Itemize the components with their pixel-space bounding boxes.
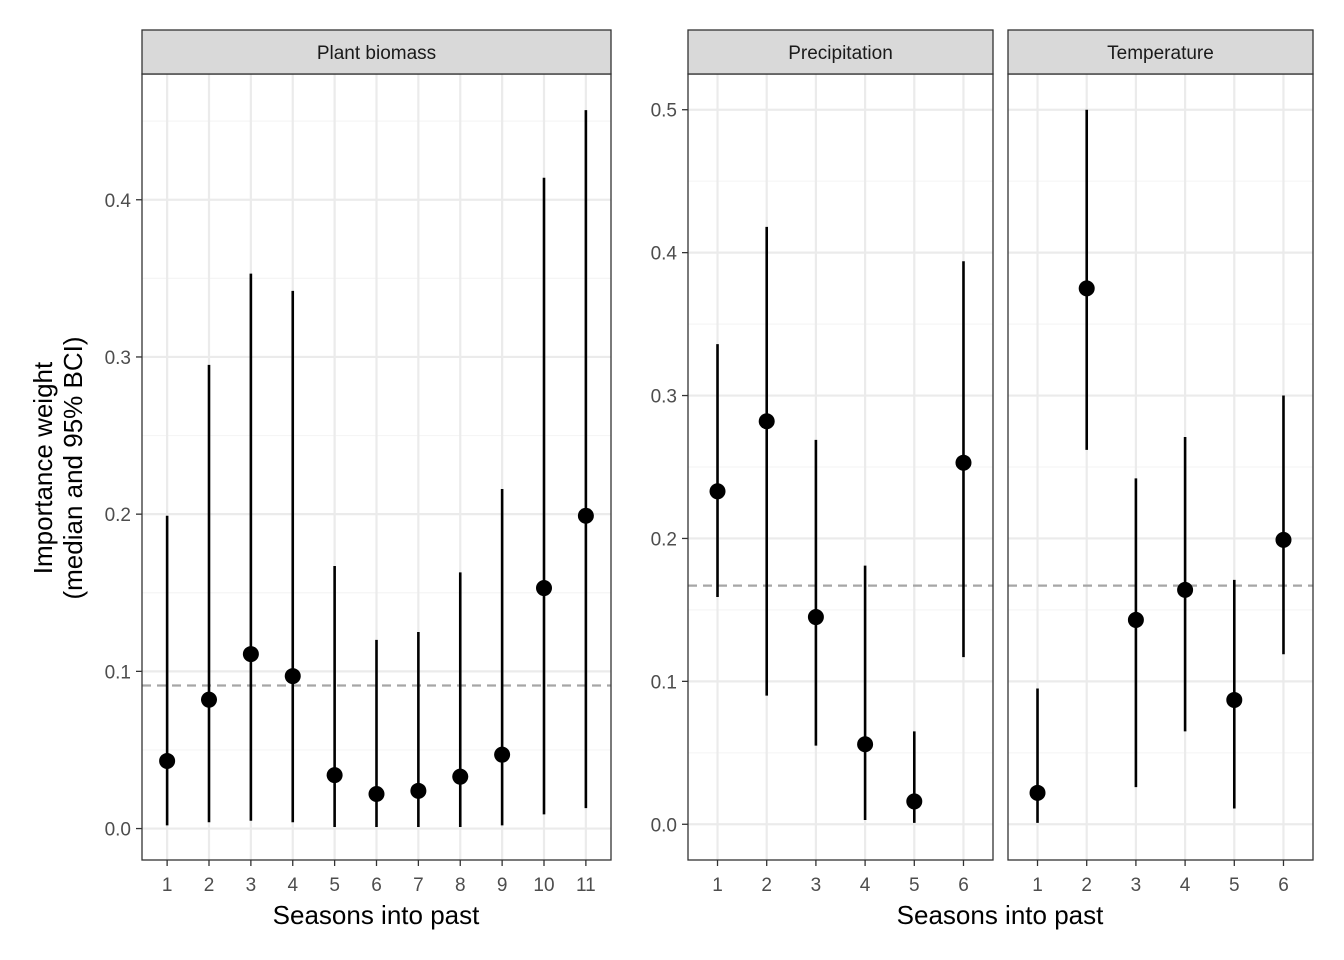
x-tick-label: 5 (1229, 875, 1240, 896)
median-point (1127, 611, 1144, 628)
facet-strip (141, 29, 612, 75)
median-point (326, 767, 343, 784)
x-tick-label: 11 (576, 875, 596, 896)
median-point (368, 785, 385, 802)
median-point (410, 782, 427, 799)
x-tick-label: 3 (1131, 875, 1142, 896)
x-tick-label: 1 (712, 875, 723, 896)
y-axis-title-line2: (median and 95% BCI) (58, 336, 88, 599)
median-point (284, 668, 301, 685)
x-tick-label: 10 (533, 875, 554, 896)
y-tick-label: 0.3 (105, 348, 131, 369)
y-tick-label: 0.5 (651, 101, 677, 122)
median-point (159, 752, 176, 769)
median-point (955, 454, 972, 471)
x-tick-label: 9 (497, 875, 508, 896)
facet-label: Precipitation (788, 43, 893, 64)
facet-strip (1007, 29, 1314, 75)
x-tick-label: 4 (860, 875, 871, 896)
median-point (536, 580, 552, 597)
median-point (758, 413, 775, 430)
x-tick-label: 3 (811, 875, 822, 896)
median-point (1177, 581, 1194, 598)
x-tick-label: 6 (371, 875, 382, 896)
y-tick-label: 0.0 (105, 820, 131, 841)
median-point (577, 507, 594, 524)
median-point (494, 746, 511, 763)
panel-temperature: Temperature 1 2 3 4 5 6 (1007, 29, 1314, 896)
y-tick-label: 0.4 (105, 191, 132, 212)
median-point (242, 646, 259, 663)
median-point (1078, 280, 1095, 297)
median-point (906, 793, 923, 810)
x-tick-label: 4 (1180, 875, 1191, 896)
x-tick-label: 1 (1032, 875, 1043, 896)
x-tick-label: 5 (329, 875, 340, 896)
median-point (1226, 691, 1243, 708)
facet-strip (687, 29, 994, 75)
facet-label: Temperature (1107, 43, 1214, 64)
y-tick-label: 0.1 (651, 672, 677, 693)
y-tick-label: 0.0 (651, 815, 677, 836)
x-tick-label: 3 (246, 875, 257, 896)
median-point (857, 736, 874, 753)
panel-precipitation: Precipitation 1 2 3 4 5 6 0.0 0.1 0.2 0.3 0.4 0.5 (651, 29, 994, 896)
median-point (1029, 784, 1046, 801)
median-point (452, 768, 469, 785)
x-axis-title-left: Seasons into past (273, 900, 480, 930)
panel-plant-biomass: Plant biomass 1 2 3 4 5 6 7 8 9 10 11 0.0 0.1 0.2 0.3 0.… (105, 29, 612, 896)
x-tick-label: 1 (162, 875, 173, 896)
y-tick-label: 0.1 (105, 662, 131, 683)
y-axis-title-line1: Importance weight (28, 361, 58, 574)
x-tick-label: 2 (1081, 875, 1092, 896)
x-tick-label: 6 (1278, 875, 1289, 896)
x-tick-label: 8 (455, 875, 466, 896)
y-tick-label: 0.3 (651, 387, 677, 408)
x-tick-label: 6 (958, 875, 969, 896)
y-tick-label: 0.4 (651, 244, 678, 265)
x-axis-title-right: Seasons into past (897, 900, 1104, 930)
facet-label: Plant biomass (317, 43, 436, 64)
x-tick-label: 4 (287, 875, 298, 896)
median-point (807, 609, 824, 626)
x-tick-label: 5 (909, 875, 920, 896)
median-point (1275, 531, 1292, 548)
y-tick-label: 0.2 (105, 505, 131, 526)
x-tick-label: 7 (413, 875, 424, 896)
y-tick-label: 0.2 (651, 529, 677, 550)
median-point (709, 483, 726, 500)
x-tick-label: 2 (204, 875, 215, 896)
x-tick-label: 2 (761, 875, 772, 896)
median-point (201, 691, 217, 708)
